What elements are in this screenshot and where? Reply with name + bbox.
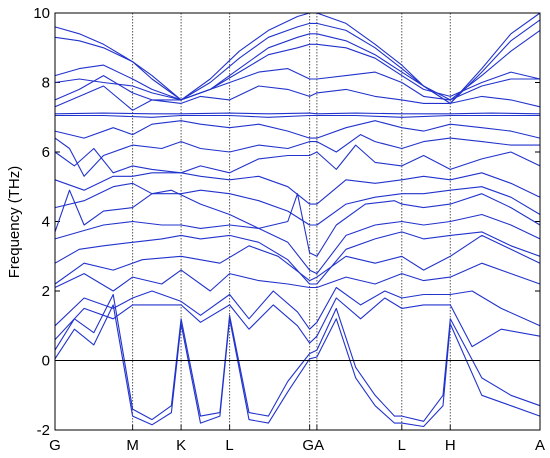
x-tick-label: M: [126, 437, 139, 454]
y-tick-label: -2: [37, 422, 50, 439]
band-22: [54, 12, 541, 104]
y-tick-label: 8: [42, 75, 50, 92]
band-18: [54, 68, 540, 101]
band-2: [54, 293, 541, 422]
band-21: [54, 19, 541, 104]
band-19: [54, 43, 541, 101]
band-10: [54, 182, 541, 226]
y-tick-label: 10: [33, 5, 50, 22]
y-tick-label: 0: [42, 353, 50, 370]
x-tick-label: K: [176, 437, 186, 454]
band-7: [54, 231, 541, 285]
plot-frame: [54, 12, 541, 431]
x-tick-label: L: [225, 437, 233, 454]
x-ticks: G M K L GA L H A: [49, 425, 545, 454]
x-tick-label: L: [398, 437, 406, 454]
band-4: [54, 286, 541, 330]
band-11: [54, 172, 541, 205]
band-14: [54, 120, 541, 139]
x-tick-label: H: [445, 437, 456, 454]
band-15: [55, 114, 540, 118]
band-8: [54, 213, 541, 275]
y-tick-label: 4: [42, 214, 50, 231]
x-tick-label: A: [535, 437, 545, 454]
x-tick-label: GA: [302, 437, 324, 454]
band-20: [54, 29, 541, 101]
band-6: [54, 234, 541, 285]
band-3: [54, 297, 541, 348]
x-tick-label: G: [49, 437, 61, 454]
y-tick-label: 2: [42, 283, 50, 300]
band-1: [54, 304, 541, 428]
band-13: [54, 134, 540, 177]
band-5: [54, 262, 541, 292]
band-lines: [54, 12, 541, 428]
y-axis-label: Frequency (THz): [6, 166, 23, 279]
y-tick-label: 6: [42, 144, 50, 161]
band-9: [54, 189, 541, 257]
band-16: [54, 112, 541, 115]
band-12: [54, 144, 541, 174]
band-17: [54, 85, 541, 111]
